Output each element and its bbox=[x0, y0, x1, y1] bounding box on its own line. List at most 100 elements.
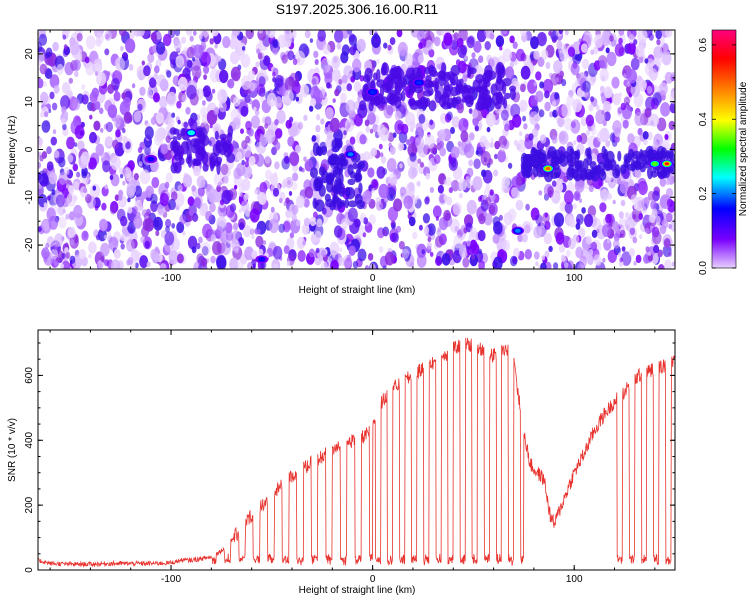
spectrogram-cell bbox=[186, 46, 195, 59]
spectrogram-cell bbox=[539, 134, 547, 144]
spectrogram-cell bbox=[443, 209, 451, 222]
spectrogram-cell bbox=[391, 222, 396, 230]
spectrogram-cell bbox=[540, 262, 547, 269]
spectrogram-cell bbox=[537, 56, 545, 67]
spectrogram-cell bbox=[352, 58, 362, 73]
spectrogram-band-cell bbox=[665, 151, 670, 161]
spectrogram-band-cell bbox=[362, 74, 371, 83]
spectrogram-cell bbox=[187, 235, 198, 250]
spectrogram-cell bbox=[445, 176, 452, 187]
spectrogram-cell bbox=[104, 136, 113, 148]
spectrogram-band-cell bbox=[197, 130, 203, 144]
spectrogram-cell bbox=[245, 30, 254, 40]
spectrogram-cell bbox=[669, 91, 675, 105]
spectrogram-cell bbox=[160, 143, 169, 155]
spectrogram-cell bbox=[660, 102, 671, 117]
spectrogram-band-cell bbox=[574, 163, 582, 172]
spectrogram-cell bbox=[88, 253, 92, 259]
spectrogram-cell bbox=[291, 213, 297, 222]
spectrogram-cell bbox=[159, 95, 168, 109]
spectrogram-cell bbox=[54, 233, 64, 247]
spectrogram-cell bbox=[62, 34, 67, 40]
spectrogram-cell bbox=[574, 178, 585, 193]
spectrogram-cell bbox=[412, 231, 418, 240]
spectrogram-cell bbox=[562, 256, 568, 263]
spectrogram-band-cell bbox=[226, 132, 233, 143]
spectrogram-band-cell bbox=[559, 150, 564, 163]
spectrogram-band-cell bbox=[173, 161, 182, 174]
spectrogram-cell bbox=[103, 234, 107, 240]
spectrogram-cell bbox=[451, 39, 459, 50]
spectrogram-cell bbox=[635, 254, 642, 264]
spectrogram-cell bbox=[596, 130, 605, 143]
spectrogram-cell bbox=[618, 260, 624, 267]
spectrogram-cell bbox=[38, 226, 42, 232]
spectrogram-band-cell bbox=[639, 165, 646, 173]
spectrogram-cell bbox=[159, 192, 169, 207]
spectrogram-cell bbox=[545, 61, 551, 70]
spectrogram-cell bbox=[38, 188, 43, 196]
spectrogram-cell bbox=[230, 66, 241, 82]
spectrogram-cell bbox=[585, 129, 591, 136]
spectrogram-cell bbox=[303, 217, 311, 227]
spectrogram-cell bbox=[501, 109, 509, 121]
spectrogram-band-cell bbox=[587, 147, 592, 160]
spectrogram-cell bbox=[309, 216, 317, 227]
spectrogram-cell bbox=[663, 238, 671, 248]
spectrogram-cell bbox=[476, 146, 484, 157]
spectrogram-cell bbox=[416, 243, 427, 258]
spectrogram-band-cell bbox=[222, 140, 232, 148]
spectrogram-cell bbox=[266, 92, 277, 107]
spectrogram-band-cell bbox=[639, 149, 644, 160]
spectrogram-cell bbox=[439, 140, 445, 149]
spectrogram-cell bbox=[259, 133, 263, 139]
spectrogram-cell bbox=[326, 130, 333, 140]
spectrogram-cell bbox=[623, 96, 631, 106]
spectrogram-cell bbox=[182, 174, 193, 188]
spectrogram-band-cell bbox=[523, 168, 529, 176]
spectrogram-cell bbox=[572, 234, 580, 245]
spectrogram-cell bbox=[555, 77, 559, 83]
spectrogram-cell bbox=[256, 228, 261, 235]
spectrogram-band-cell bbox=[327, 155, 336, 166]
spectrogram-cell bbox=[573, 190, 581, 201]
spectrogram-cell bbox=[211, 30, 219, 37]
spectrogram-cell bbox=[41, 247, 50, 260]
spectrogram-band-cell bbox=[347, 164, 354, 176]
spectrogram-cell bbox=[304, 30, 311, 39]
spectrogram-cell bbox=[666, 198, 674, 208]
spectrogram-cell bbox=[98, 107, 104, 115]
spectrogram-cell bbox=[530, 95, 539, 107]
spectrogram-cell bbox=[214, 229, 221, 239]
spectrogram-cell bbox=[320, 118, 325, 125]
spectrogram-cell bbox=[356, 38, 366, 53]
spectrogram-cell bbox=[392, 132, 397, 138]
spectrogram-hotspot bbox=[514, 228, 521, 233]
spectrogram-cell bbox=[376, 166, 386, 179]
spectrogram-cell bbox=[272, 245, 283, 260]
spectrogram-cell bbox=[427, 223, 436, 236]
spectrogram-cell bbox=[387, 44, 392, 51]
spectrogram-cell bbox=[128, 63, 134, 71]
spectrogram-cell bbox=[418, 224, 423, 231]
spectrogram-band-cell bbox=[447, 97, 455, 105]
spectrogram-cell bbox=[108, 236, 119, 251]
spectrogram-band-cell bbox=[180, 127, 186, 137]
spectrogram-cell bbox=[443, 32, 453, 46]
spectrogram-cell bbox=[659, 177, 667, 187]
spectrogram-cell bbox=[323, 67, 327, 73]
spectrogram-cell bbox=[382, 229, 388, 236]
spectrogram-cell bbox=[257, 192, 267, 205]
spectrogram-band-cell bbox=[459, 78, 464, 87]
spectrogram-band-cell bbox=[617, 150, 622, 162]
spectrogram-cell bbox=[60, 196, 65, 204]
spectrogram-cell bbox=[533, 251, 540, 260]
spectrogram-cell bbox=[457, 140, 462, 147]
spectrogram-cell bbox=[460, 130, 469, 143]
spectrogram-cell bbox=[349, 46, 357, 56]
spectrogram-cell bbox=[291, 181, 298, 191]
spectrogram-cell bbox=[238, 208, 243, 214]
spectrogram-cell bbox=[165, 225, 170, 233]
spectrogram-cell bbox=[340, 51, 349, 64]
spectrogram-band-cell bbox=[356, 199, 366, 210]
